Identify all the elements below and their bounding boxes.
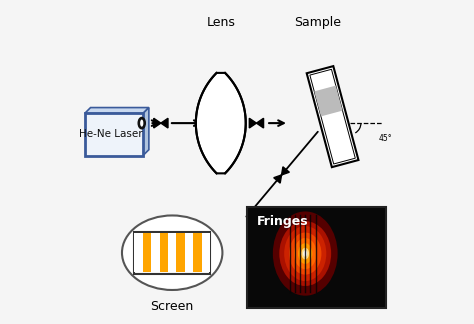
Ellipse shape <box>284 226 326 281</box>
Ellipse shape <box>279 221 331 286</box>
Ellipse shape <box>298 243 312 264</box>
Bar <box>134 233 143 272</box>
Polygon shape <box>196 73 246 173</box>
Ellipse shape <box>303 250 307 257</box>
Bar <box>176 233 185 272</box>
Bar <box>151 233 160 272</box>
Ellipse shape <box>138 118 146 129</box>
Bar <box>202 233 210 272</box>
Bar <box>247 207 386 308</box>
Bar <box>143 233 151 272</box>
Text: 45°: 45° <box>379 134 392 143</box>
Polygon shape <box>85 108 149 113</box>
Ellipse shape <box>140 120 143 127</box>
Bar <box>134 232 210 274</box>
Ellipse shape <box>122 215 222 290</box>
Polygon shape <box>307 66 358 167</box>
Text: Sample: Sample <box>294 16 341 29</box>
Polygon shape <box>256 118 264 128</box>
Bar <box>185 233 193 272</box>
Text: He-Ne Laser: He-Ne Laser <box>79 130 143 139</box>
Ellipse shape <box>289 233 321 275</box>
Text: Fringes: Fringes <box>256 215 308 228</box>
Bar <box>193 233 202 272</box>
Ellipse shape <box>273 212 337 296</box>
Polygon shape <box>282 167 289 175</box>
Ellipse shape <box>294 238 317 269</box>
Polygon shape <box>249 118 256 128</box>
Text: Lens: Lens <box>206 16 235 29</box>
Bar <box>168 233 176 272</box>
Polygon shape <box>154 118 161 128</box>
Polygon shape <box>314 86 343 116</box>
Text: Screen: Screen <box>151 300 194 313</box>
Polygon shape <box>161 118 168 128</box>
Polygon shape <box>143 108 149 156</box>
Bar <box>85 113 143 156</box>
Ellipse shape <box>301 248 309 260</box>
Bar <box>160 233 168 272</box>
Polygon shape <box>274 175 282 183</box>
